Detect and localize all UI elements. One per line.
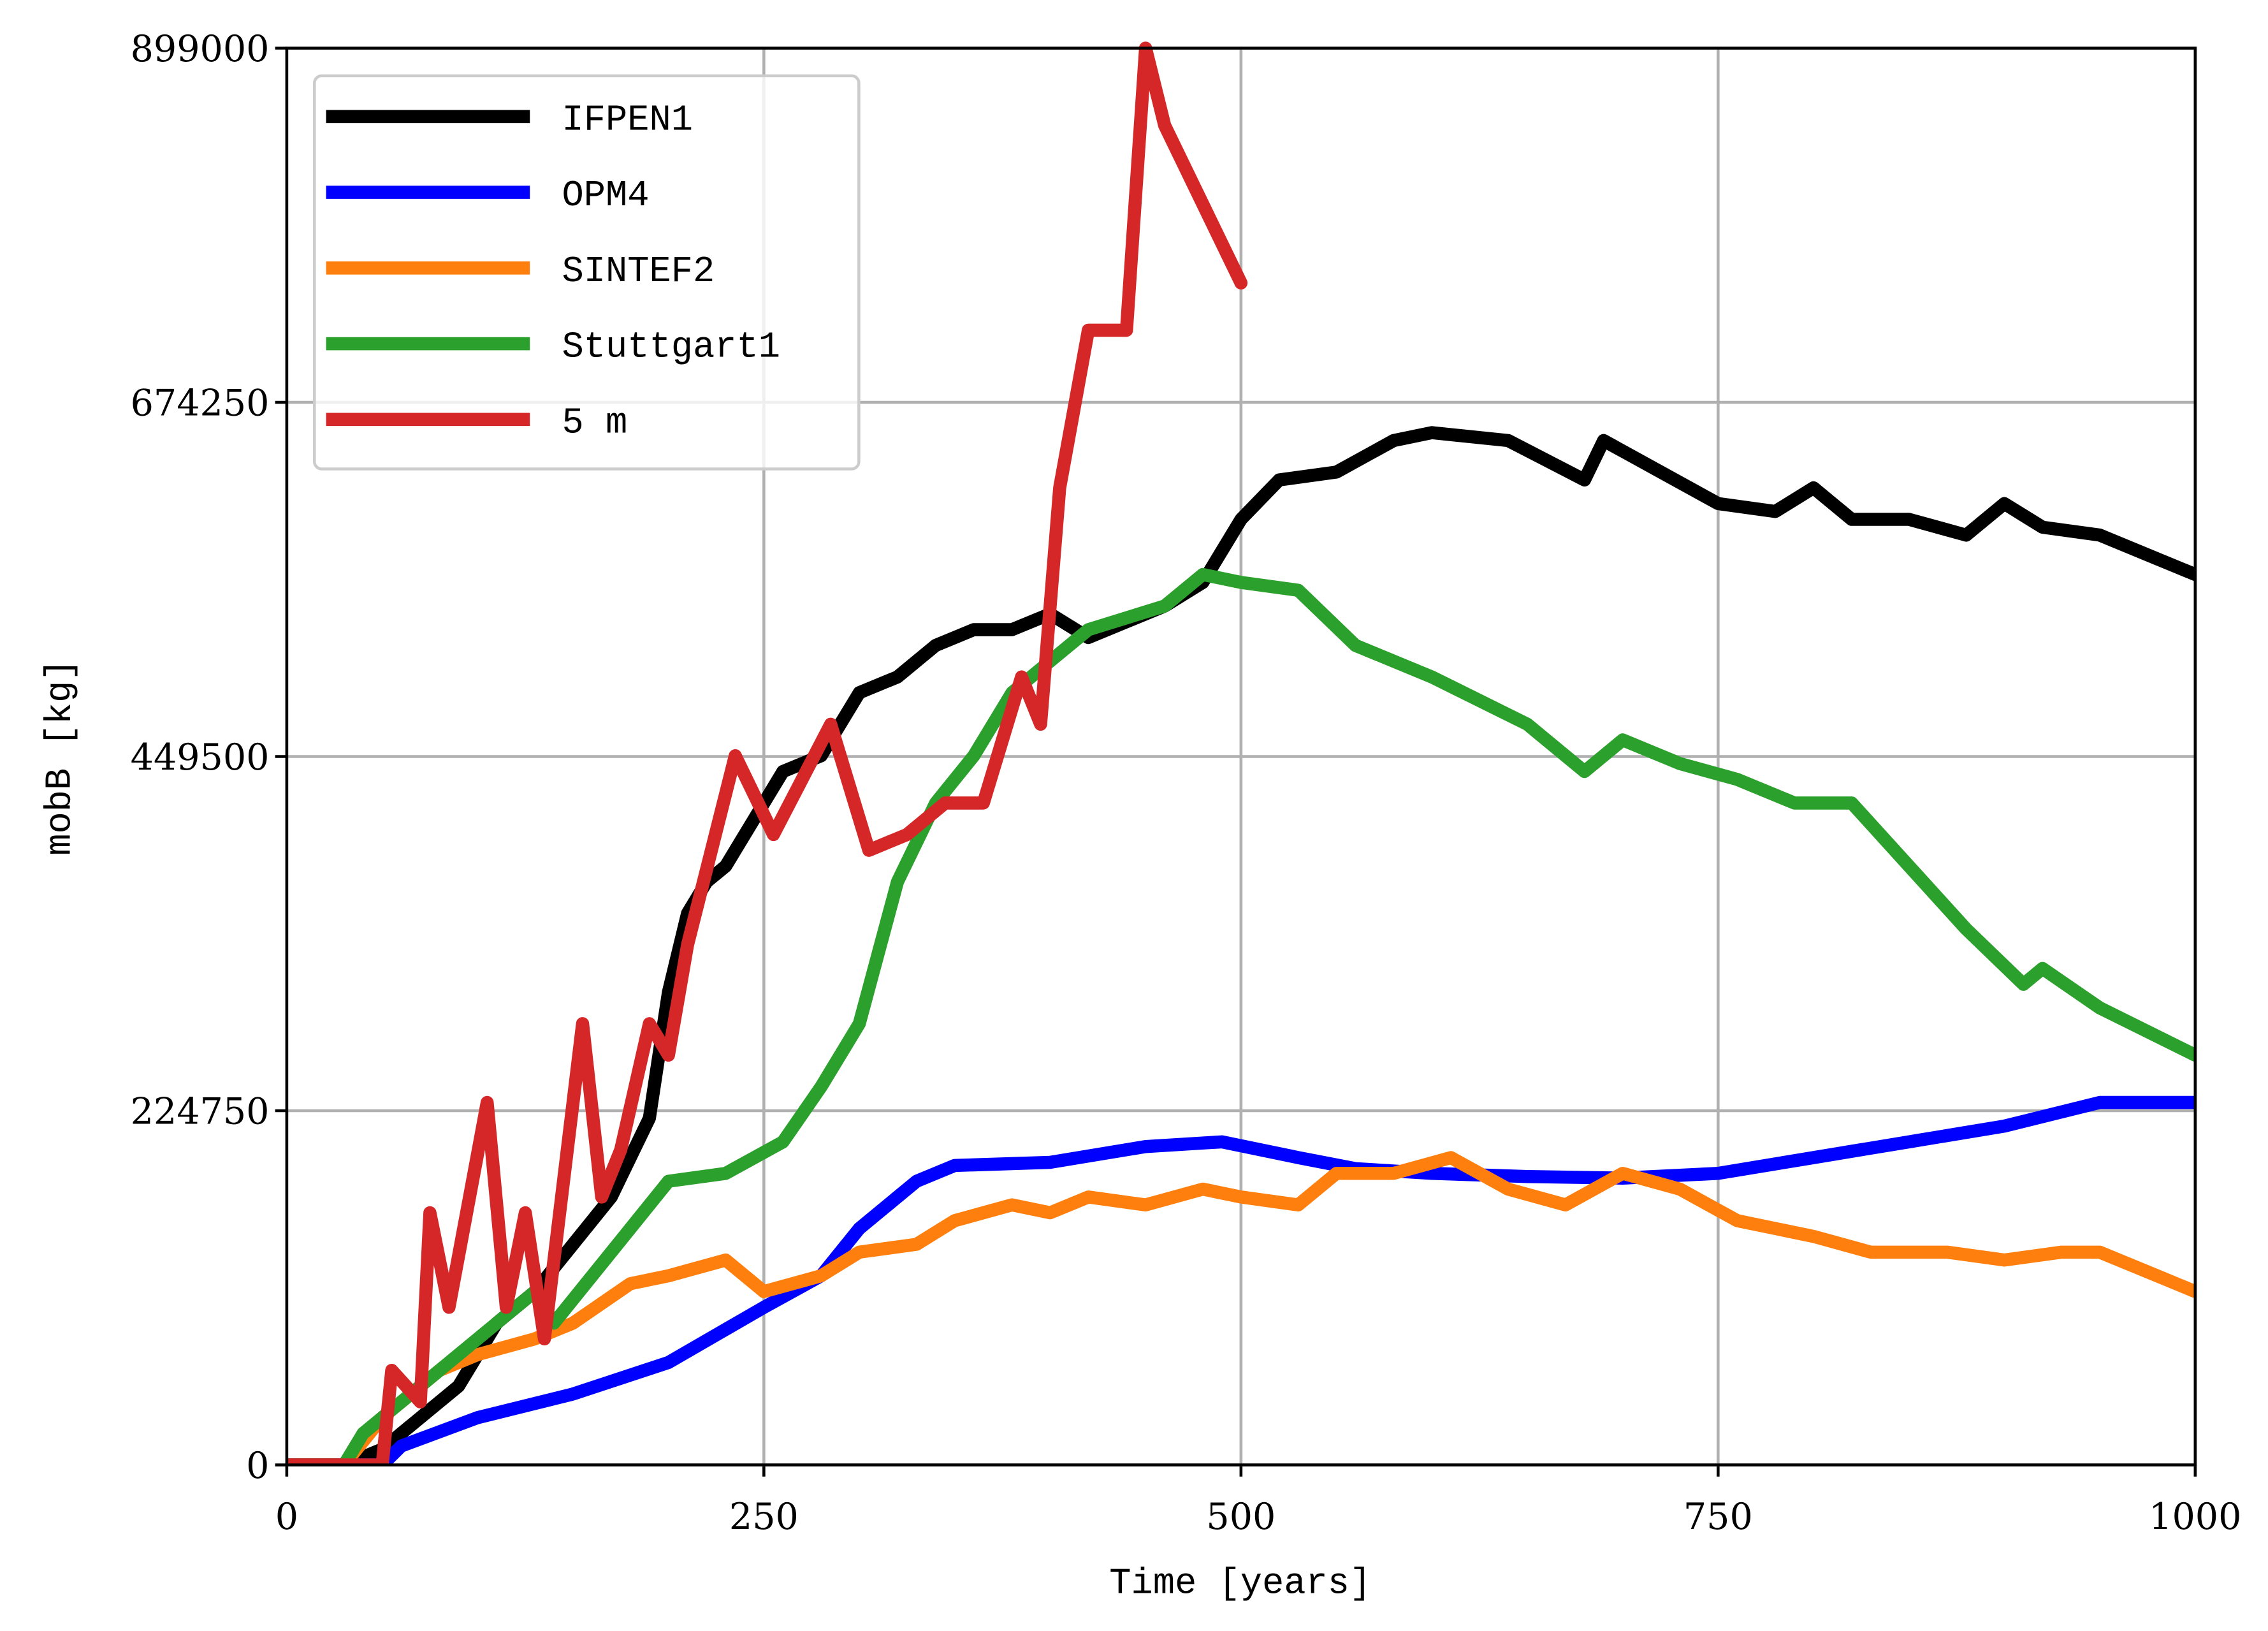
legend-label: 5 m [562,402,628,444]
series-line [286,1151,2195,1465]
series-line [286,1095,2195,1465]
x-tick-label: 0 [275,1496,298,1538]
series-line [286,567,2195,1465]
y-axis-label: mobB [kg] [40,659,82,856]
legend-label: Stuttgart1 [562,327,781,369]
x-axis-label: Time [years] [1109,1563,1371,1604]
legend-label: IFPEN1 [562,99,694,141]
y-tick-label: 224750 [131,1091,270,1133]
y-tick-label: 0 [246,1445,269,1487]
plot-frame [285,47,2197,1466]
y-tick-label: 674250 [131,383,270,425]
series-line [286,41,1248,1465]
x-tick-label: 1000 [2149,1496,2241,1538]
x-tick-label: 750 [1683,1496,1753,1538]
x-tick-label: 250 [729,1496,799,1538]
legend-box [312,74,861,471]
x-tick-label: 500 [1206,1496,1276,1538]
legend-label: SINTEF2 [562,251,715,293]
y-tick-label: 449500 [131,736,270,779]
y-tick-label: 899000 [131,28,270,70]
legend-label: OPM4 [562,175,650,217]
